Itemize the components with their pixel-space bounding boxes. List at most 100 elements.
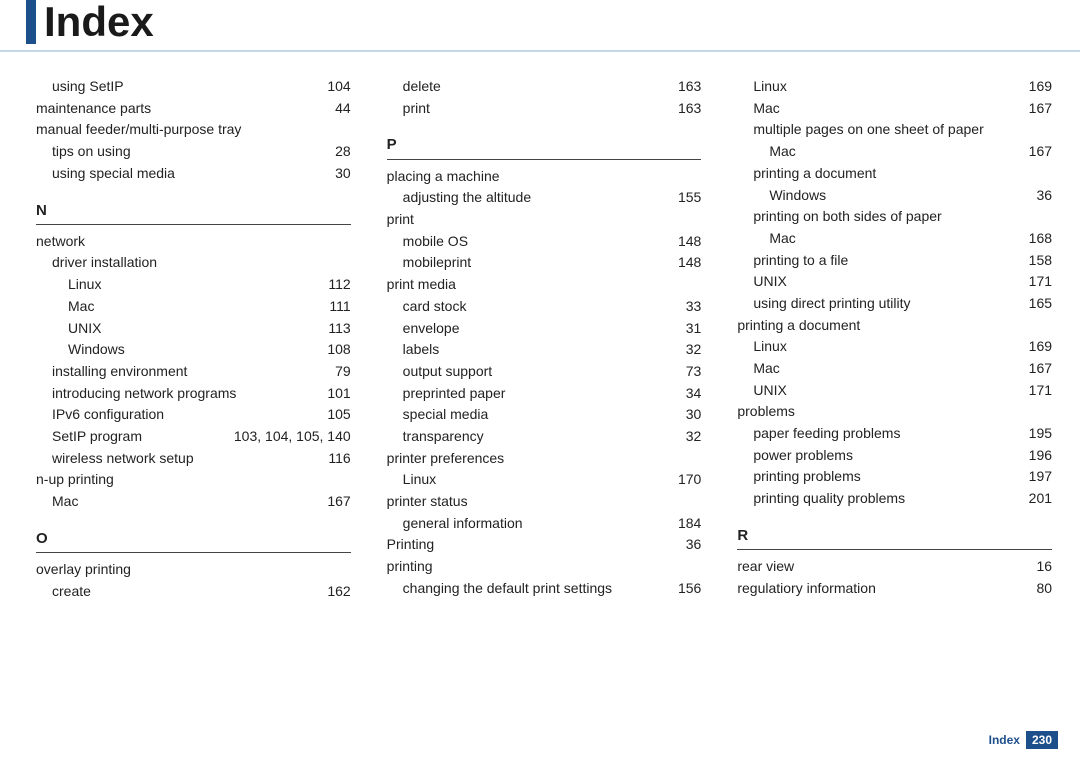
- entry-label: rear view: [737, 556, 1028, 578]
- entry-page[interactable]: 28: [327, 141, 351, 163]
- index-entry: changing the default print settings156: [387, 578, 702, 600]
- index-entry: multiple pages on one sheet of paper: [737, 119, 1052, 141]
- index-entry: printing to a file158: [737, 250, 1052, 272]
- entry-page[interactable]: 167: [1021, 98, 1052, 120]
- entry-page[interactable]: 155: [670, 187, 701, 209]
- entry-label: create: [52, 581, 319, 603]
- index-entry: Windows36: [737, 185, 1052, 207]
- entry-label: Mac: [52, 491, 319, 513]
- entry-page[interactable]: 162: [319, 581, 350, 603]
- entry-label: Mac: [769, 141, 1020, 163]
- index-entry: using special media30: [36, 163, 351, 185]
- entry-page[interactable]: 33: [678, 296, 702, 318]
- index-entry: overlay printing: [36, 559, 351, 581]
- entry-page[interactable]: 44: [327, 98, 351, 120]
- entry-label: printing to a file: [753, 250, 1020, 272]
- page-title: Index: [26, 0, 1080, 44]
- entry-page[interactable]: 104: [319, 76, 350, 98]
- entry-page[interactable]: 156: [670, 578, 701, 600]
- index-entry: card stock33: [387, 296, 702, 318]
- entry-label: paper feeding problems: [753, 423, 1020, 445]
- index-entry: printer preferences: [387, 448, 702, 470]
- entry-page[interactable]: 80: [1028, 578, 1052, 600]
- entry-page[interactable]: 167: [1021, 141, 1052, 163]
- entry-page[interactable]: 16: [1028, 556, 1052, 578]
- entry-label: using special media: [52, 163, 327, 185]
- entry-label: power problems: [753, 445, 1020, 467]
- entry-page[interactable]: 168: [1021, 228, 1052, 250]
- entry-label: maintenance parts: [36, 98, 327, 120]
- index-entry: UNIX171: [737, 271, 1052, 293]
- section-letter: N: [36, 199, 351, 225]
- entry-page[interactable]: 36: [678, 534, 702, 556]
- entry-label: regulatiory information: [737, 578, 1028, 600]
- entry-page[interactable]: 34: [678, 383, 702, 405]
- entry-label: changing the default print settings: [403, 578, 670, 600]
- entry-page[interactable]: 167: [319, 491, 350, 513]
- index-entry: output support73: [387, 361, 702, 383]
- entry-page[interactable]: 105: [319, 404, 350, 426]
- entry-label: Linux: [68, 274, 320, 296]
- entry-page[interactable]: 201: [1021, 488, 1052, 510]
- page-header: Index: [0, 0, 1080, 52]
- entry-label: SetIP program: [52, 426, 226, 448]
- index-entry: driver installation: [36, 252, 351, 274]
- entry-page[interactable]: 171: [1021, 380, 1052, 402]
- index-entry: mobile OS148: [387, 231, 702, 253]
- entry-page[interactable]: 169: [1021, 76, 1052, 98]
- entry-page[interactable]: 148: [670, 231, 701, 253]
- entry-label: wireless network setup: [52, 448, 320, 470]
- entry-label: n-up printing: [36, 469, 351, 491]
- entry-label: overlay printing: [36, 559, 351, 581]
- index-entry: create162: [36, 581, 351, 603]
- index-entry: installing environment79: [36, 361, 351, 383]
- entry-label: Mac: [753, 358, 1020, 380]
- index-entry: printing on both sides of paper: [737, 206, 1052, 228]
- entry-page[interactable]: 30: [678, 404, 702, 426]
- entry-label: delete: [403, 76, 670, 98]
- entry-page[interactable]: 197: [1021, 466, 1052, 488]
- entry-page[interactable]: 148: [670, 252, 701, 274]
- entry-page[interactable]: 108: [319, 339, 350, 361]
- entry-page[interactable]: 165: [1021, 293, 1052, 315]
- entry-page[interactable]: 32: [678, 426, 702, 448]
- entry-page[interactable]: 79: [327, 361, 351, 383]
- entry-page[interactable]: 103, 104, 105, 140: [226, 426, 351, 448]
- entry-page[interactable]: 30: [327, 163, 351, 185]
- index-entry: Windows108: [36, 339, 351, 361]
- entry-label: mobileprint: [403, 252, 670, 274]
- entry-page[interactable]: 116: [320, 448, 350, 470]
- index-entry: problems: [737, 401, 1052, 423]
- index-entry: print media: [387, 274, 702, 296]
- entry-label: special media: [403, 404, 678, 426]
- entry-page[interactable]: 36: [1028, 185, 1052, 207]
- entry-page[interactable]: 111: [321, 296, 350, 318]
- index-entry: rear view16: [737, 556, 1052, 578]
- entry-page[interactable]: 171: [1021, 271, 1052, 293]
- entry-page[interactable]: 31: [678, 318, 702, 340]
- index-column: delete163print163Pplacing a machineadjus…: [387, 76, 702, 602]
- index-entry: labels32: [387, 339, 702, 361]
- index-entry: Mac167: [737, 98, 1052, 120]
- entry-page[interactable]: 196: [1021, 445, 1052, 467]
- entry-page[interactable]: 170: [670, 469, 701, 491]
- entry-page[interactable]: 73: [678, 361, 702, 383]
- section-letter: O: [36, 527, 351, 553]
- entry-page[interactable]: 112: [320, 274, 350, 296]
- entry-label: Mac: [68, 296, 321, 318]
- entry-page[interactable]: 184: [670, 513, 701, 535]
- entry-label: tips on using: [52, 141, 327, 163]
- entry-page[interactable]: 32: [678, 339, 702, 361]
- entry-page[interactable]: 169: [1021, 336, 1052, 358]
- entry-page[interactable]: 101: [319, 383, 350, 405]
- entry-page[interactable]: 113: [320, 318, 350, 340]
- index-entry: delete163: [387, 76, 702, 98]
- index-entry: power problems196: [737, 445, 1052, 467]
- entry-page[interactable]: 167: [1021, 358, 1052, 380]
- entry-page[interactable]: 163: [670, 98, 701, 120]
- entry-page[interactable]: 163: [670, 76, 701, 98]
- entry-page[interactable]: 195: [1021, 423, 1052, 445]
- entry-label: network: [36, 231, 351, 253]
- entry-page[interactable]: 158: [1021, 250, 1052, 272]
- index-entry: using direct printing utility165: [737, 293, 1052, 315]
